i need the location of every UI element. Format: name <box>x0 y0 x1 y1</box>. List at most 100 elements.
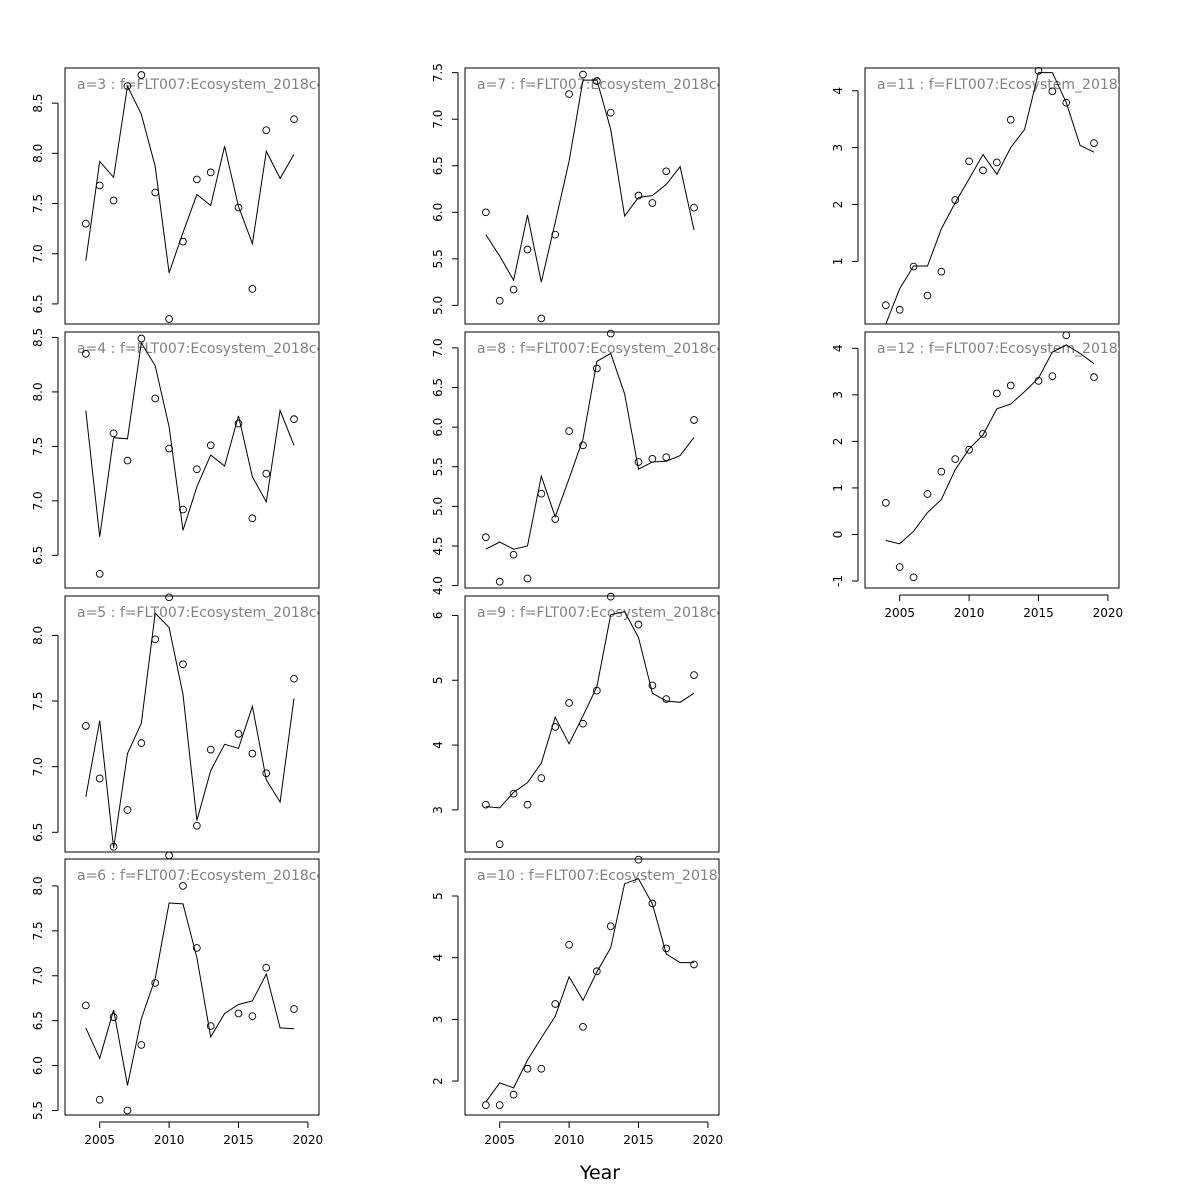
y-tick-label: 5.5 <box>431 457 445 476</box>
observed-point <box>1034 377 1043 385</box>
y-axis: 1 2 3 4 <box>831 87 859 265</box>
observed-point <box>606 922 615 931</box>
observed-point <box>537 314 546 323</box>
observed-point <box>262 126 271 135</box>
y-tick-label: 3 <box>431 806 445 814</box>
observed-point <box>109 196 118 205</box>
y-tick-label: 7.0 <box>31 491 45 510</box>
observed-point <box>495 840 504 849</box>
panel-frame <box>464 331 720 589</box>
observed-point <box>593 77 601 85</box>
observed-point <box>179 505 187 514</box>
panel-frame <box>864 331 1120 589</box>
observed-point <box>165 851 173 860</box>
fitted-series-line <box>85 84 295 273</box>
observed-point <box>1062 98 1071 107</box>
observed-point <box>123 806 132 814</box>
y-tick-label: 8.0 <box>31 144 45 163</box>
panel-title: a=8 : f=FLT007:Ecosystem_2018cor <box>477 341 731 357</box>
observed-point <box>579 70 587 79</box>
observed-point <box>648 454 657 463</box>
observed-point <box>937 267 946 276</box>
observed-point <box>537 489 546 498</box>
y-tick-label: 7.5 <box>31 437 45 456</box>
x-tick-label: 2005 <box>884 606 915 620</box>
x-tick-label: 2005 <box>84 1133 115 1147</box>
observed-point <box>509 789 518 798</box>
panel-title: a=7 : f=FLT007:Ecosystem_2018cor <box>477 77 731 93</box>
fitted-series-line <box>485 611 695 809</box>
observed-point <box>165 593 173 602</box>
observed-point <box>648 199 657 207</box>
panel-7: 3 4 5 6 a=9 : f=FLT007:Ecosystem_2018cor <box>431 592 720 853</box>
y-tick-label: 5.0 <box>431 296 445 315</box>
observed-point <box>262 769 271 778</box>
observed-point <box>290 1005 298 1013</box>
observed-point <box>137 334 146 343</box>
x-tick-label: 2010 <box>954 606 985 620</box>
observed-point <box>495 1101 504 1109</box>
observed-point <box>923 490 932 498</box>
observed-point <box>881 301 890 310</box>
y-tick-label: 4 <box>431 954 445 962</box>
observed-point <box>648 899 657 908</box>
observed-point <box>606 592 615 601</box>
observed-point <box>151 979 160 987</box>
observed-point <box>206 1022 215 1030</box>
observed-point <box>95 1095 104 1104</box>
observed-point <box>234 729 243 738</box>
observed-point <box>551 723 560 731</box>
observed-point <box>909 573 918 582</box>
observed-point <box>81 722 90 730</box>
fitted-series-line <box>485 352 695 550</box>
y-tick-label: 8.5 <box>31 94 45 113</box>
y-tick-label: 7.0 <box>31 757 45 776</box>
y-axis: 6.5 7.0 7.5 8.0 8.5 <box>31 94 59 313</box>
observed-point <box>151 188 160 197</box>
observed-point <box>937 467 946 476</box>
fitted-series-line <box>85 902 295 1086</box>
observed-point <box>495 296 504 305</box>
observed-point <box>895 305 904 314</box>
observed-point <box>248 1012 257 1021</box>
observed-point <box>523 245 532 254</box>
observed-point <box>95 181 104 190</box>
y-tick-label: 4 <box>831 87 845 95</box>
panel-title: a=6 : f=FLT007:Ecosystem_2018cor <box>77 868 331 884</box>
y-axis: 6.5 7.0 7.5 8.0 8.5 <box>31 328 59 565</box>
panel-frame <box>64 858 320 1116</box>
observed-point <box>1090 139 1098 147</box>
observed-point <box>951 196 960 204</box>
observed-point <box>579 719 587 728</box>
y-tick-label: 7.0 <box>431 110 445 129</box>
panel-title: a=4 : f=FLT007:Ecosystem_2018cor <box>77 341 331 357</box>
y-tick-label: 3 <box>431 1016 445 1024</box>
observed-point <box>565 90 573 98</box>
y-tick-label: 8.0 <box>31 626 45 645</box>
observed-point <box>290 415 298 423</box>
observed-point <box>137 1041 146 1049</box>
observed-point <box>248 285 257 293</box>
panel-frame <box>64 331 320 589</box>
observed-point <box>537 1064 546 1073</box>
panel-3: 6.5 7.0 7.5 8.0 a=5 : f=FLT007:Ecosystem_201… <box>31 593 320 853</box>
panel-frame <box>464 858 720 1116</box>
x-axis-title: Year <box>579 1162 620 1184</box>
observed-point <box>579 1022 587 1031</box>
observed-point <box>193 465 201 474</box>
panel-8: 2 3 4 5 2005 2010 2015 2020 a=10 : f=FLT007:Ecos… <box>431 855 724 1147</box>
observed-point <box>606 108 615 117</box>
observed-point <box>979 166 987 175</box>
x-tick-label: 2020 <box>693 1133 724 1147</box>
observed-point <box>579 441 587 450</box>
y-tick-label: 0 <box>831 531 845 539</box>
observed-point <box>481 533 490 542</box>
panel-10: -1 0 1 2 3 4 2005 2010 2015 2020 a=12 : f=FLT007:E… <box>831 331 1123 620</box>
observed-point <box>1006 381 1015 390</box>
observed-point <box>509 550 518 559</box>
y-axis: 3 4 5 6 <box>431 612 459 814</box>
observed-point <box>1034 66 1043 75</box>
y-tick-label: 6 <box>431 612 445 620</box>
observed-point <box>248 749 257 758</box>
y-tick-label: 3 <box>831 144 845 152</box>
